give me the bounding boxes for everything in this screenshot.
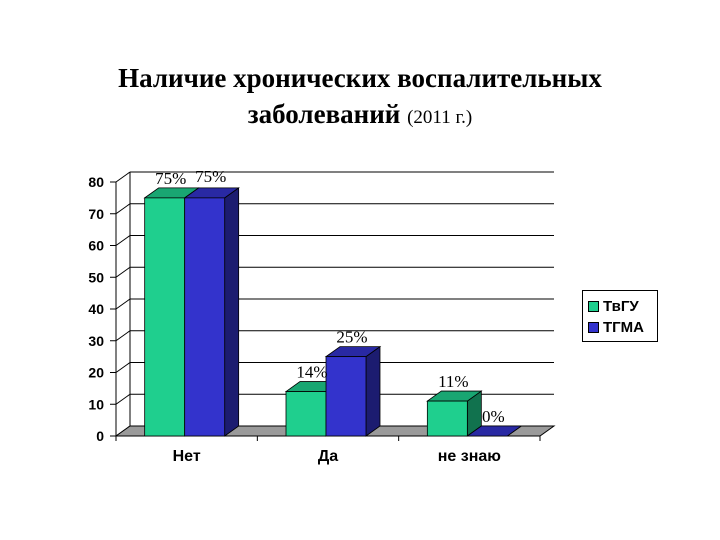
legend-label-tgma: ТГМА bbox=[603, 318, 644, 336]
bar bbox=[325, 356, 367, 437]
y-tick-label: 0 bbox=[96, 428, 104, 444]
title-main-text: заболеваний bbox=[247, 99, 401, 129]
legend-swatch-tvgu bbox=[588, 300, 599, 312]
y-tick-label: 60 bbox=[88, 238, 104, 254]
x-tick-label: Нет bbox=[173, 448, 201, 465]
bar bbox=[285, 391, 327, 437]
bar-top bbox=[466, 425, 523, 437]
x-tick-label: Да bbox=[318, 448, 338, 465]
y-tick-label: 20 bbox=[88, 365, 104, 381]
x-tick-label: не знаю bbox=[438, 448, 502, 465]
bar bbox=[426, 400, 468, 437]
data-label: 14% bbox=[296, 363, 327, 382]
y-tick-label: 80 bbox=[88, 174, 104, 190]
wall-diagonal bbox=[115, 330, 131, 342]
wall-diagonal bbox=[115, 298, 131, 310]
legend-swatch-tgma bbox=[588, 321, 599, 333]
y-tick-label: 50 bbox=[88, 269, 104, 285]
bar bbox=[184, 197, 226, 437]
chart-title: Наличие хронических воспалительных забол… bbox=[0, 60, 720, 136]
bar bbox=[144, 197, 186, 437]
wall-diagonal bbox=[115, 362, 131, 373]
legend: ТвГУ ТГМА bbox=[582, 290, 658, 342]
wall-diagonal bbox=[115, 171, 131, 183]
bars bbox=[143, 187, 523, 437]
wall-diagonal bbox=[115, 393, 131, 405]
legend-label-tvgu: ТвГУ bbox=[603, 297, 639, 315]
title-year: (2011 г.) bbox=[407, 107, 473, 128]
y-tick-label: 30 bbox=[88, 333, 104, 349]
wall-diagonal bbox=[115, 266, 131, 278]
y-tick-label: 40 bbox=[88, 301, 104, 317]
title-line-2: заболеваний (2011 г.) bbox=[0, 96, 720, 136]
data-label: 0% bbox=[482, 407, 505, 426]
wall-diagonal bbox=[115, 235, 131, 246]
y-tick-label: 70 bbox=[88, 206, 104, 222]
data-labels: 75% 75% 14% 25% 11% 0% bbox=[155, 167, 505, 426]
data-label: 11% bbox=[438, 372, 469, 391]
title-line-1: Наличие хронических воспалительных bbox=[118, 63, 602, 93]
data-label: 25% bbox=[336, 328, 367, 347]
legend-item-tgma: ТГМА bbox=[588, 318, 644, 336]
y-tick-label: 10 bbox=[88, 396, 104, 412]
data-label: 75% bbox=[155, 169, 186, 188]
bar-side bbox=[224, 187, 240, 437]
bar-side bbox=[365, 345, 381, 437]
wall-diagonal bbox=[115, 203, 131, 215]
data-label: 75% bbox=[195, 167, 226, 186]
legend-item-tvgu: ТвГУ bbox=[588, 297, 639, 315]
